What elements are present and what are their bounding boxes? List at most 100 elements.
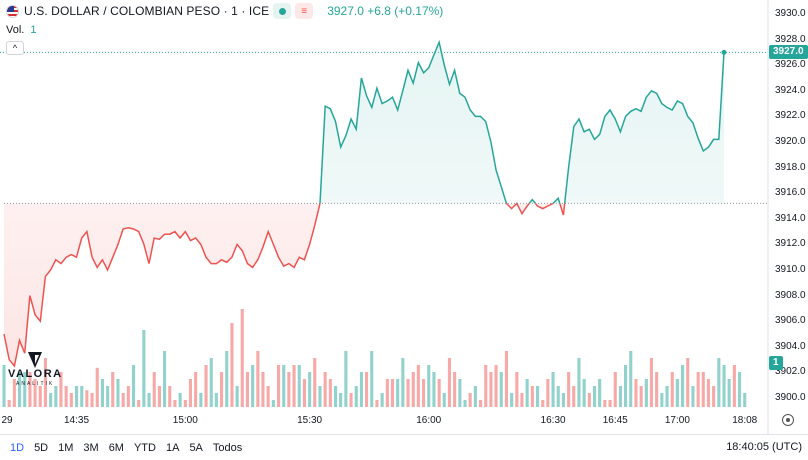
volume-bar (126, 386, 130, 407)
range-1m[interactable]: 1M (58, 441, 74, 454)
logo-subtitle: ANALITIK (16, 381, 55, 387)
area-below-baseline (4, 203, 724, 366)
volume-bar (411, 372, 415, 407)
volume-bar (561, 393, 565, 407)
symbol-title[interactable]: U.S. DOLLAR / COLOMBIAN PESO · 1 · ICE (24, 4, 270, 18)
volume-bar (556, 386, 560, 407)
volume-bar (385, 379, 389, 407)
volume-bar (214, 393, 218, 407)
price-tick: 3908.0 (775, 289, 806, 301)
volume-bar (551, 372, 555, 407)
volume-bar (251, 365, 255, 407)
range-5a[interactable]: 5A (189, 441, 203, 454)
volume-bar (696, 372, 700, 407)
volume-bar (313, 358, 317, 407)
volume-bar (7, 400, 11, 407)
logo-mark-icon (28, 352, 42, 368)
volume-bar (38, 386, 42, 407)
volume-bar (121, 393, 125, 407)
range-1d[interactable]: 1D (10, 441, 25, 454)
time-tick: 15:30 (297, 415, 323, 426)
price-tick: 3912.0 (775, 238, 806, 250)
volume-bar (100, 379, 104, 407)
last-price-dot (721, 49, 727, 55)
volume-bar (463, 400, 467, 407)
volume-bar (230, 323, 234, 407)
volume-bar (339, 393, 343, 407)
volume-legend[interactable]: Vol. 1 (6, 24, 36, 36)
volume-bar (28, 372, 32, 407)
chart-header: U.S. DOLLAR / COLOMBIAN PESO · 1 · ICE ≡… (0, 0, 443, 22)
price-tick: 3914.0 (775, 212, 806, 224)
volume-bar (328, 379, 332, 407)
volume-bar (681, 365, 685, 407)
volume-bar (277, 365, 281, 407)
volume-bar (453, 372, 457, 407)
range-6m[interactable]: 6M (108, 441, 124, 454)
volume-bar (266, 386, 270, 407)
price-tick: 3930.0 (775, 8, 806, 19)
volume-bar (499, 372, 503, 407)
valora-logo: VALORA ANALITIK (4, 350, 64, 396)
price-tick: 3910.0 (775, 264, 806, 275)
market-open-icon[interactable] (273, 3, 292, 19)
volume-bar (204, 365, 208, 407)
range-3m[interactable]: 3M (83, 441, 99, 454)
range-ytd[interactable]: YTD (133, 441, 156, 454)
volume-bar (334, 386, 338, 407)
volume-bar (629, 351, 633, 407)
volume-value: 1 (30, 24, 37, 36)
time-tick: 16:30 (540, 415, 566, 426)
volume-bar (691, 386, 695, 407)
volume-bar (401, 358, 405, 407)
volume-bar (132, 365, 136, 407)
range-1a[interactable]: 1A (165, 441, 180, 454)
volume-bar (2, 365, 6, 407)
time-tick: 18:08 (732, 415, 758, 426)
volume-bar (349, 393, 353, 407)
price-chart[interactable] (0, 0, 808, 434)
volume-bar (546, 379, 550, 407)
volume-bar (59, 372, 63, 407)
volume-bar (644, 379, 648, 407)
volume-bar (634, 379, 638, 407)
collapse-legend-button[interactable]: ^ (6, 41, 24, 55)
volume-bar (111, 372, 115, 407)
volume-bar (344, 351, 348, 407)
volume-bar (354, 386, 358, 407)
range-5d[interactable]: 5D (34, 441, 49, 454)
range-todos[interactable]: Todos (212, 441, 243, 454)
volume-bar (458, 379, 462, 407)
volume-bar (23, 372, 27, 407)
volume-bar (473, 386, 477, 407)
volume-bar (380, 393, 384, 407)
volume-bar (271, 400, 275, 407)
volume-bar (116, 379, 120, 407)
indicator-pill[interactable]: ≡ (295, 3, 314, 19)
price-tick: 3926.0 (775, 59, 806, 71)
logo-word: VALORA (8, 368, 63, 380)
volume-bar (85, 390, 89, 407)
volume-bar (292, 365, 296, 407)
volume-bar (235, 386, 239, 407)
volume-bar (541, 400, 545, 407)
settings-gear-icon[interactable] (782, 414, 794, 426)
volume-bar (188, 379, 192, 407)
volume-bar (437, 379, 441, 407)
volume-bar (80, 386, 84, 407)
volume-bar (406, 379, 410, 407)
volume-bar (639, 386, 643, 407)
volume-bar (142, 330, 146, 407)
utc-clock[interactable]: 18:40:05 (UTC) (726, 441, 802, 453)
volume-bar (33, 379, 37, 407)
volume-bar (390, 379, 394, 407)
price-tick: 3928.0 (775, 33, 806, 45)
volume-bar (489, 372, 493, 407)
volume-bar (297, 365, 301, 407)
time-range-selector: 1D 5D 1M 3M 6M YTD 1A 5A Todos (0, 442, 242, 454)
bottom-toolbar: 1D 5D 1M 3M 6M YTD 1A 5A Todos 18:40:05 (UTC) (0, 434, 808, 460)
volume-bar (178, 393, 182, 407)
volume-bar (484, 365, 488, 407)
volume-bar (525, 379, 529, 407)
volume-bar (593, 386, 597, 407)
